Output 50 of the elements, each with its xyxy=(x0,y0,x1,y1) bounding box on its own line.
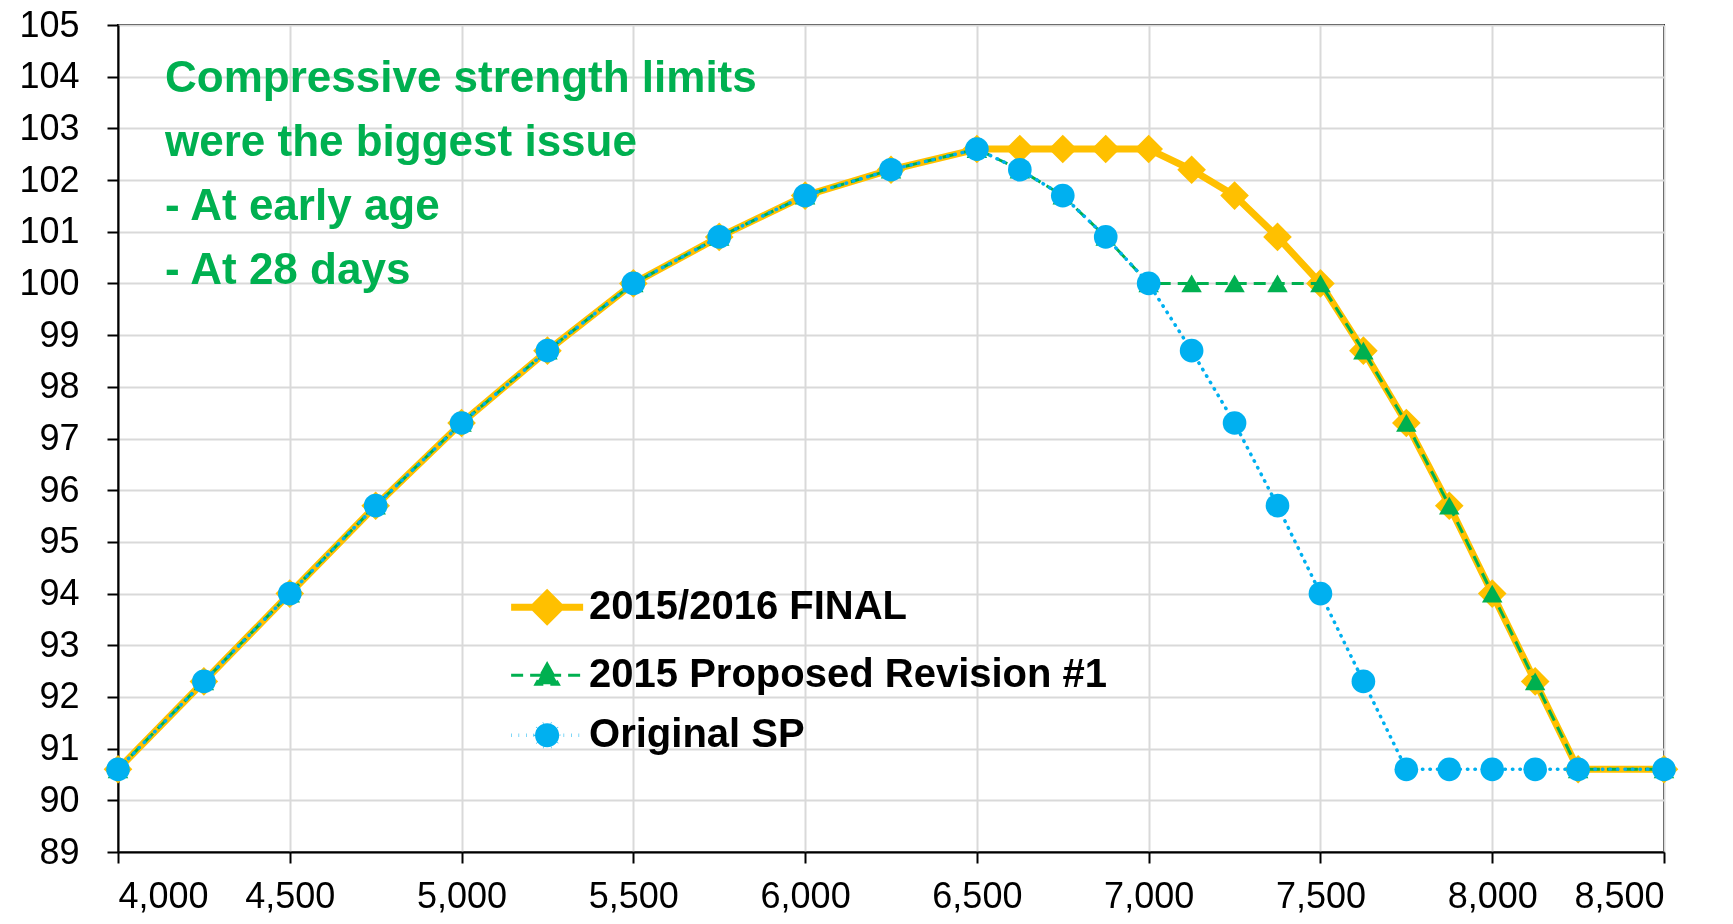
point xyxy=(1224,274,1245,293)
y-tick-label: 90 xyxy=(39,778,80,820)
point xyxy=(1134,134,1163,164)
point xyxy=(1437,757,1462,782)
x-tick-label: 5,000 xyxy=(417,874,508,916)
annotation: - At early age xyxy=(165,180,440,229)
x-tick-label: 7,500 xyxy=(1275,874,1366,916)
y-tick-label: 95 xyxy=(39,520,80,562)
x-tick-label: 8,000 xyxy=(1447,874,1538,916)
x-tick-label: 6,000 xyxy=(760,874,851,916)
point xyxy=(1220,181,1249,210)
y-tick-label: 102 xyxy=(19,158,80,200)
x-tick-label: 7,000 xyxy=(1104,874,1195,916)
x-tick-label: 4,500 xyxy=(245,874,336,916)
x-tick-label: 8,500 xyxy=(1574,874,1665,916)
y-tick-label: 99 xyxy=(39,313,80,355)
y-tick-label: 98 xyxy=(39,365,80,407)
y-tick-label: 104 xyxy=(19,55,80,97)
legend-label: Original SP xyxy=(589,711,805,756)
point xyxy=(1308,581,1333,606)
y-tick-label: 96 xyxy=(39,468,80,510)
point xyxy=(1177,155,1206,185)
point xyxy=(1351,669,1376,694)
legend-label: 2015 Proposed Revision #1 xyxy=(589,651,1108,696)
y-tick-label: 103 xyxy=(19,106,80,148)
y-tick-label: 93 xyxy=(39,623,80,665)
y-tick-label: 94 xyxy=(39,572,80,614)
point xyxy=(1267,274,1288,293)
x-tick-label: 6,500 xyxy=(932,874,1023,916)
point xyxy=(1181,274,1202,293)
y-tick-label: 100 xyxy=(19,261,80,303)
y-tick-label: 101 xyxy=(19,210,80,252)
x-tick-label: 5,500 xyxy=(588,874,679,916)
y-tick-label: 89 xyxy=(39,830,80,872)
legend-label: 2015/2016 FINAL xyxy=(589,583,908,628)
x-tick-label: 4,000 xyxy=(118,874,209,916)
annotation: - At 28 days xyxy=(165,244,411,293)
point xyxy=(1222,411,1247,435)
point xyxy=(1179,338,1204,363)
y-tick-label: 91 xyxy=(39,727,80,769)
y-tick-label: 92 xyxy=(39,675,80,717)
point xyxy=(1263,222,1292,252)
point xyxy=(1394,757,1419,782)
point xyxy=(1523,757,1547,782)
point xyxy=(1265,493,1290,518)
y-tick-label: 97 xyxy=(39,417,80,458)
y-tick-label: 105 xyxy=(19,3,80,45)
point xyxy=(1480,757,1505,782)
annotation: Compressive strength limits xyxy=(165,52,757,101)
annotation: were the biggest issue xyxy=(164,116,637,165)
